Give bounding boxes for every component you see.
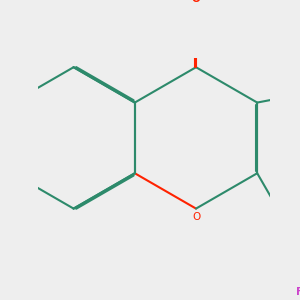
Text: O: O (192, 0, 200, 4)
Text: F: F (296, 287, 300, 297)
Text: O: O (193, 212, 201, 222)
